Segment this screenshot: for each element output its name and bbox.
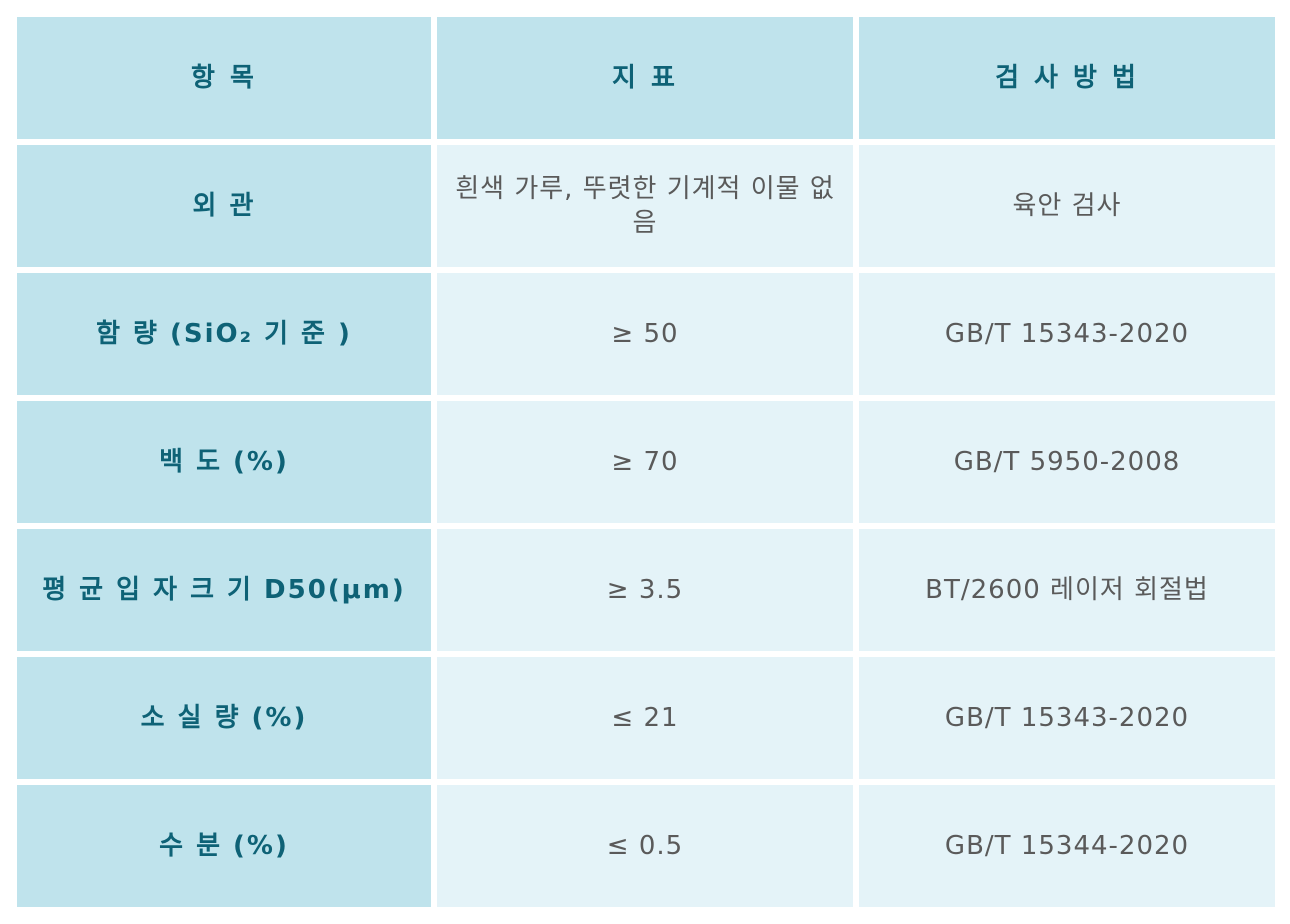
header-method: 검 사 방 법 bbox=[859, 17, 1275, 139]
row-item: 소 실 량 (%) bbox=[17, 657, 431, 779]
row-method: 육안 검사 bbox=[859, 145, 1275, 267]
row-item: 수 분 (%) bbox=[17, 785, 431, 907]
header-indicator: 지 표 bbox=[437, 17, 853, 139]
row-method: BT/2600 레이저 회절법 bbox=[859, 529, 1275, 651]
row-item: 함 량 (SiO₂ 기 준 ) bbox=[17, 273, 431, 395]
row-method: GB/T 5950-2008 bbox=[859, 401, 1275, 523]
row-item: 평 균 입 자 크 기 D50(μm) bbox=[17, 529, 431, 651]
row-method: GB/T 15343-2020 bbox=[859, 273, 1275, 395]
header-item: 항 목 bbox=[17, 17, 431, 139]
row-indicator: ≥ 70 bbox=[437, 401, 853, 523]
row-indicator: ≥ 50 bbox=[437, 273, 853, 395]
table-header-row: 항 목 지 표 검 사 방 법 bbox=[17, 17, 1275, 139]
table-row: 수 분 (%) ≤ 0.5 GB/T 15344-2020 bbox=[17, 785, 1275, 907]
row-indicator: ≤ 0.5 bbox=[437, 785, 853, 907]
row-indicator: ≤ 21 bbox=[437, 657, 853, 779]
table-row: 소 실 량 (%) ≤ 21 GB/T 15343-2020 bbox=[17, 657, 1275, 779]
table-row: 평 균 입 자 크 기 D50(μm) ≥ 3.5 BT/2600 레이저 회절… bbox=[17, 529, 1275, 651]
table-row: 외 관 흰색 가루, 뚜렷한 기계적 이물 없음 육안 검사 bbox=[17, 145, 1275, 267]
table-row: 백 도 (%) ≥ 70 GB/T 5950-2008 bbox=[17, 401, 1275, 523]
row-item: 백 도 (%) bbox=[17, 401, 431, 523]
row-indicator: ≥ 3.5 bbox=[437, 529, 853, 651]
row-method: GB/T 15343-2020 bbox=[859, 657, 1275, 779]
row-method: GB/T 15344-2020 bbox=[859, 785, 1275, 907]
table-row: 함 량 (SiO₂ 기 준 ) ≥ 50 GB/T 15343-2020 bbox=[17, 273, 1275, 395]
row-indicator: 흰색 가루, 뚜렷한 기계적 이물 없음 bbox=[437, 145, 853, 267]
row-item: 외 관 bbox=[17, 145, 431, 267]
spec-table: 항 목 지 표 검 사 방 법 외 관 흰색 가루, 뚜렷한 기계적 이물 없음… bbox=[11, 11, 1281, 913]
